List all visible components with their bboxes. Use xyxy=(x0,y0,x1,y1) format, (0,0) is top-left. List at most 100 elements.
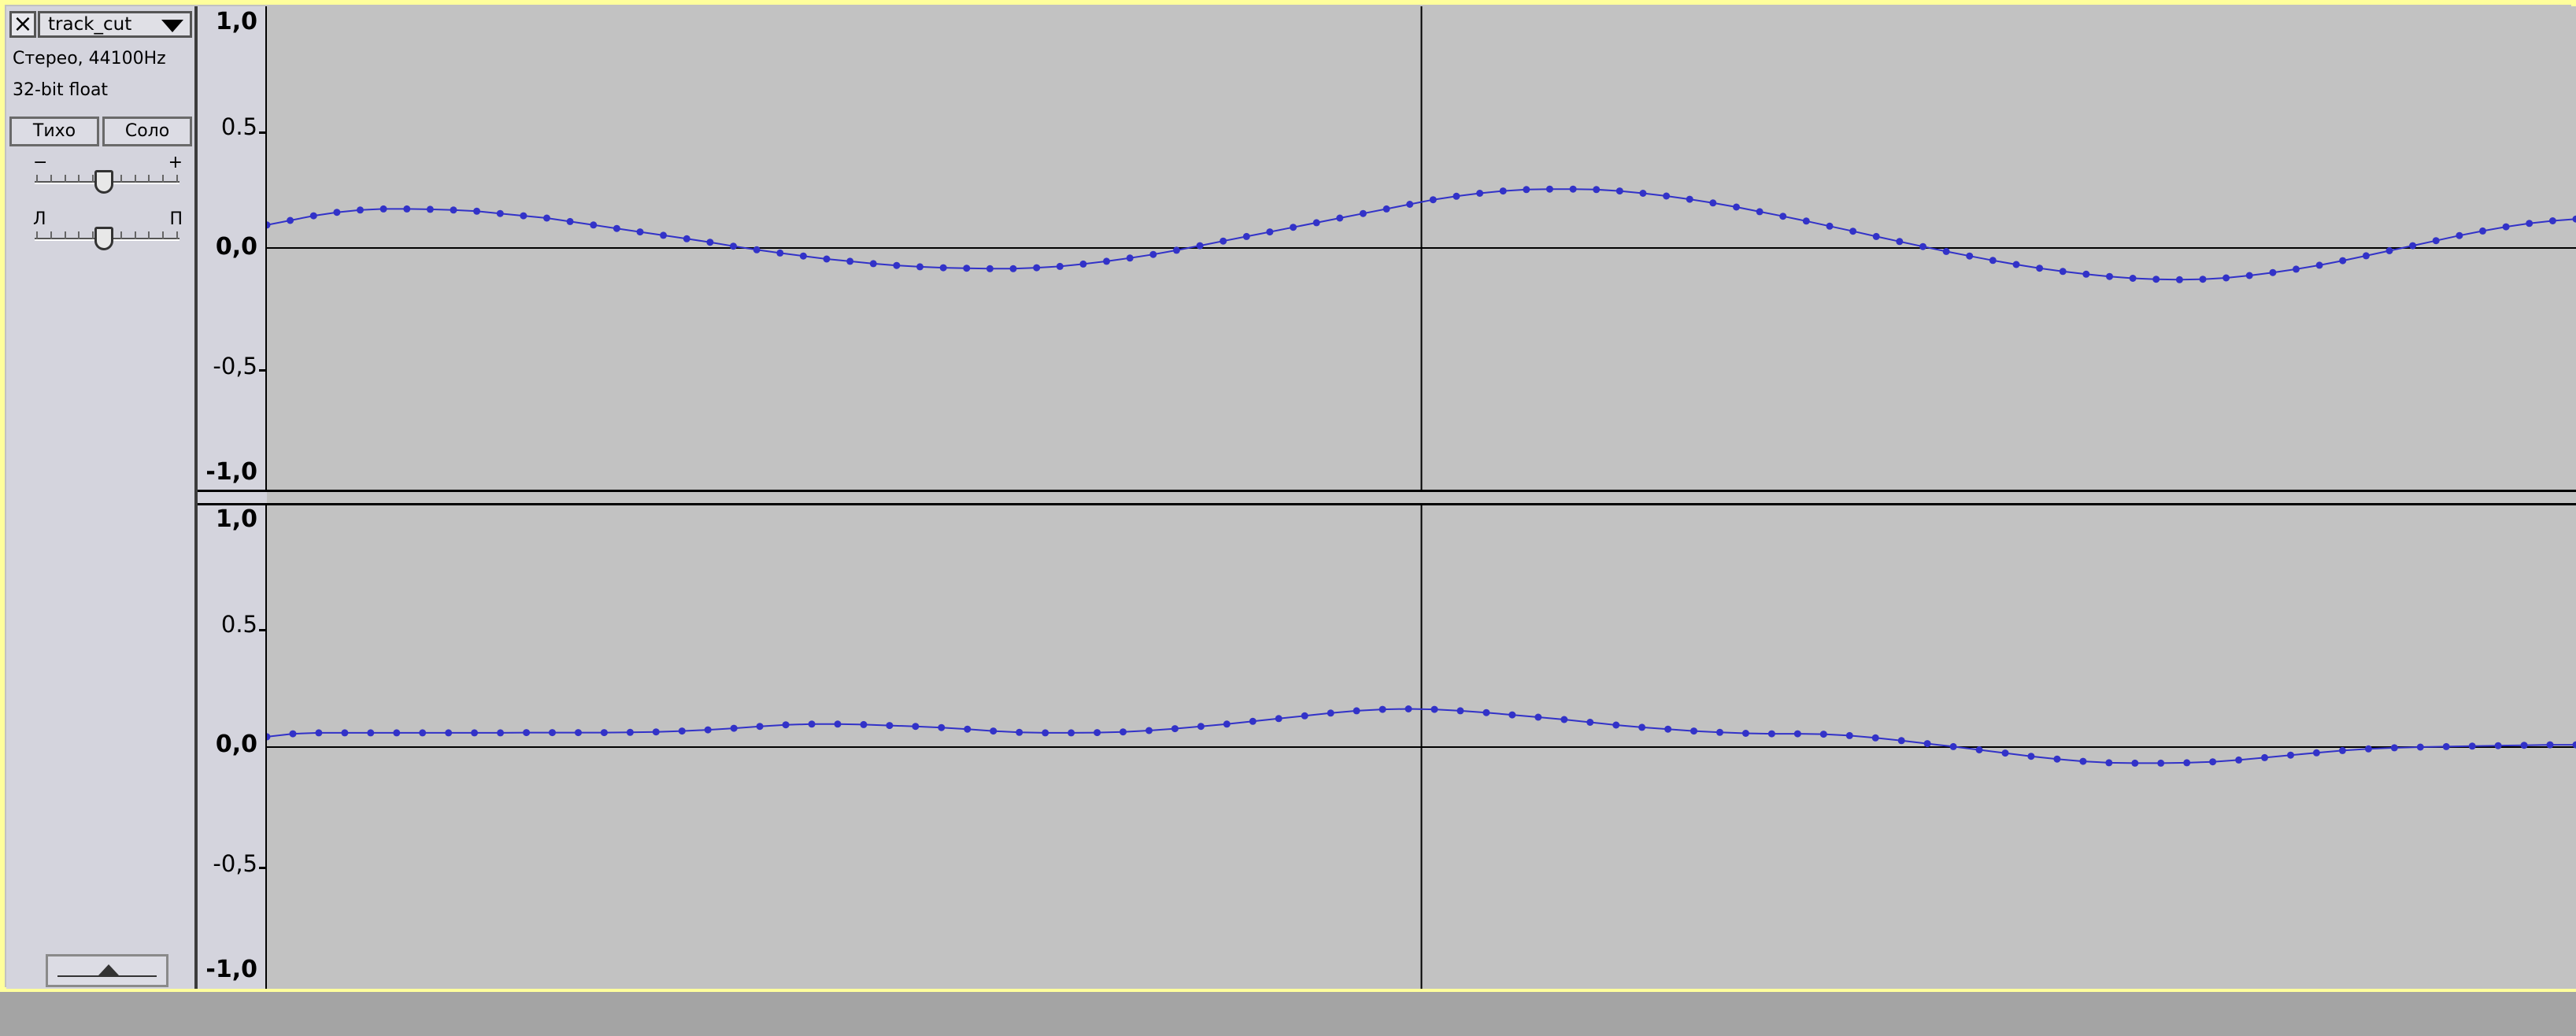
sample-point[interactable] xyxy=(1312,219,1320,227)
sample-point[interactable] xyxy=(753,246,761,253)
sample-point[interactable] xyxy=(1923,740,1931,748)
pan-slider-thumb[interactable] xyxy=(94,227,113,250)
sample-point[interactable] xyxy=(1120,728,1127,736)
sample-point[interactable] xyxy=(1686,195,1693,203)
sample-point[interactable] xyxy=(1353,707,1360,715)
sample-point[interactable] xyxy=(1871,734,1879,742)
sample-point[interactable] xyxy=(1779,213,1787,220)
sample-point[interactable] xyxy=(1456,707,1464,715)
sample-point[interactable] xyxy=(1741,730,1749,737)
sample-point[interactable] xyxy=(450,206,457,214)
sample-point[interactable] xyxy=(566,217,574,225)
sample-point[interactable] xyxy=(2027,753,2035,760)
sample-point[interactable] xyxy=(2209,758,2217,766)
sample-point[interactable] xyxy=(333,209,341,216)
sample-point[interactable] xyxy=(357,206,364,214)
sample-point[interactable] xyxy=(473,207,481,215)
sample-point[interactable] xyxy=(287,216,294,224)
sample-point[interactable] xyxy=(2364,745,2372,753)
sample-point[interactable] xyxy=(1290,224,1297,231)
sample-point[interactable] xyxy=(1220,237,1227,245)
sample-point[interactable] xyxy=(1872,232,1880,240)
sample-point[interactable] xyxy=(2223,274,2230,282)
sample-point[interactable] xyxy=(1639,190,1647,197)
sample-point[interactable] xyxy=(1919,242,1926,250)
sample-point[interactable] xyxy=(575,729,582,737)
sample-point[interactable] xyxy=(893,261,901,269)
sample-point[interactable] xyxy=(704,726,712,734)
sample-point[interactable] xyxy=(1612,721,1620,729)
sample-point[interactable] xyxy=(1033,264,1041,272)
sample-point[interactable] xyxy=(2312,749,2320,757)
sample-point[interactable] xyxy=(1975,746,1983,753)
sample-point[interactable] xyxy=(2036,265,2044,272)
sample-point[interactable] xyxy=(939,264,947,272)
sample-point[interactable] xyxy=(2183,759,2191,767)
sample-point[interactable] xyxy=(756,723,764,731)
sample-point[interactable] xyxy=(730,242,737,250)
sample-point[interactable] xyxy=(799,252,807,260)
sample-point[interactable] xyxy=(1172,246,1180,254)
sample-point[interactable] xyxy=(1016,728,1023,736)
sample-point[interactable] xyxy=(808,720,816,728)
sample-point[interactable] xyxy=(1359,209,1367,217)
sample-point[interactable] xyxy=(520,212,527,220)
sample-point[interactable] xyxy=(1942,247,1950,255)
sample-point[interactable] xyxy=(986,265,994,272)
sample-point[interactable] xyxy=(1042,729,1049,737)
sample-point[interactable] xyxy=(1897,737,1905,745)
sample-point[interactable] xyxy=(1079,260,1087,268)
sample-point[interactable] xyxy=(2390,744,2398,752)
sample-point[interactable] xyxy=(543,214,550,222)
sample-point[interactable] xyxy=(1593,186,1601,194)
sample-point[interactable] xyxy=(1009,265,1017,272)
sample-point[interactable] xyxy=(2012,261,2020,268)
sample-point[interactable] xyxy=(912,723,920,731)
sample-point[interactable] xyxy=(2572,215,2576,223)
sample-point[interactable] xyxy=(1126,254,1134,262)
sample-point[interactable] xyxy=(1249,717,1257,725)
sample-point[interactable] xyxy=(1405,705,1412,712)
sample-point[interactable] xyxy=(2245,272,2253,279)
sample-point[interactable] xyxy=(2520,742,2528,749)
sample-point[interactable] xyxy=(2502,223,2510,231)
sample-point[interactable] xyxy=(2442,742,2450,750)
sample-point[interactable] xyxy=(590,221,598,229)
sample-point[interactable] xyxy=(1197,723,1205,731)
sample-point[interactable] xyxy=(1476,190,1484,197)
sample-point[interactable] xyxy=(834,720,842,728)
sample-point[interactable] xyxy=(2293,265,2300,273)
sample-point[interactable] xyxy=(938,723,946,731)
sample-point[interactable] xyxy=(1523,186,1530,194)
sample-point[interactable] xyxy=(2385,247,2393,254)
sample-point[interactable] xyxy=(309,212,317,220)
sample-point[interactable] xyxy=(2199,276,2207,283)
sample-point[interactable] xyxy=(1826,222,1834,230)
waveform-left-channel[interactable] xyxy=(267,6,2576,490)
sample-point[interactable] xyxy=(2526,220,2533,228)
sample-point[interactable] xyxy=(315,729,323,737)
sample-point[interactable] xyxy=(2082,270,2090,278)
sample-point[interactable] xyxy=(2105,759,2113,767)
sample-point[interactable] xyxy=(1733,203,1740,211)
sample-point[interactable] xyxy=(1767,730,1775,738)
sample-point[interactable] xyxy=(1716,728,1723,736)
sample-point[interactable] xyxy=(1756,208,1764,216)
sample-point[interactable] xyxy=(730,724,738,732)
sample-point[interactable] xyxy=(2131,759,2139,767)
sample-point[interactable] xyxy=(683,235,690,242)
sample-point[interactable] xyxy=(886,722,894,730)
sample-point[interactable] xyxy=(1849,228,1857,235)
sample-point[interactable] xyxy=(403,205,411,213)
sample-point[interactable] xyxy=(1638,723,1646,731)
sample-point[interactable] xyxy=(860,720,868,728)
sample-point[interactable] xyxy=(1664,725,1672,733)
sample-point[interactable] xyxy=(963,265,971,272)
sample-point[interactable] xyxy=(2175,276,2183,283)
sample-point[interactable] xyxy=(1966,252,1974,260)
sample-point[interactable] xyxy=(2287,751,2294,759)
sample-point[interactable] xyxy=(916,263,923,271)
sample-point[interactable] xyxy=(678,727,686,735)
sample-point[interactable] xyxy=(1266,228,1274,236)
sample-point[interactable] xyxy=(2548,217,2556,224)
